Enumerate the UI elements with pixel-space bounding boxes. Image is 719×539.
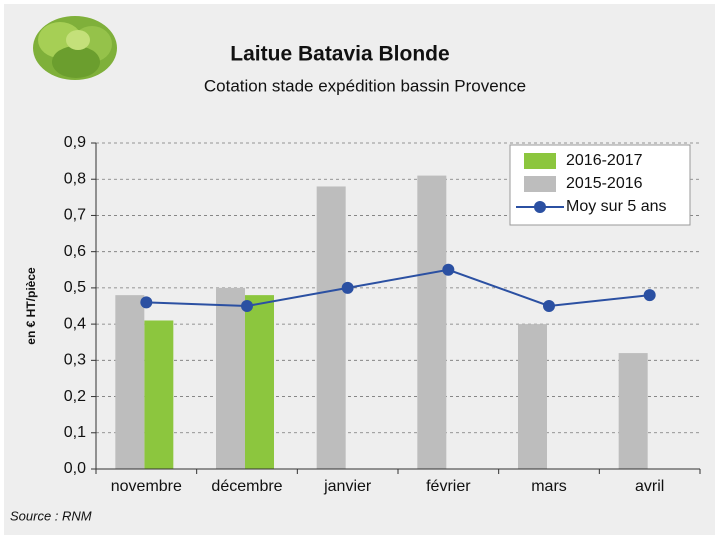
y-tick-label: 0,7 (64, 207, 86, 224)
point (442, 264, 454, 276)
x-tick-label: décembre (211, 478, 282, 495)
legend-marker (534, 201, 546, 213)
bar (245, 295, 274, 469)
legend-swatch (524, 153, 556, 169)
y-tick-label: 0,0 (64, 460, 86, 477)
bar (317, 186, 346, 469)
y-tick-label: 0,2 (64, 388, 86, 405)
point (342, 282, 354, 294)
x-tick-label: avril (635, 478, 664, 495)
y-tick-label: 0,9 (64, 134, 86, 151)
bar (144, 320, 173, 469)
lettuce-icon (33, 16, 117, 80)
point (241, 300, 253, 312)
y-tick-label: 0,4 (64, 315, 86, 332)
y-tick-label: 0,8 (64, 170, 86, 187)
bar (518, 324, 547, 469)
bar (115, 295, 144, 469)
legend-label: 2015-2016 (566, 175, 643, 192)
y-tick-label: 0,3 (64, 352, 86, 369)
bar (216, 288, 245, 469)
chart: Laitue Batavia Blonde Cotation stade exp… (0, 0, 719, 539)
point (140, 296, 152, 308)
x-tick-label: mars (531, 478, 567, 495)
bar (619, 353, 648, 469)
point (543, 300, 555, 312)
x-tick-label: novembre (111, 478, 182, 495)
chart-title: Laitue Batavia Blonde (230, 43, 449, 66)
legend-label: 2016-2017 (566, 152, 643, 169)
y-tick-label: 0,6 (64, 243, 86, 260)
x-tick-label: février (426, 478, 471, 495)
y-tick-label: 0,1 (64, 424, 86, 441)
legend-swatch (524, 176, 556, 192)
point (644, 289, 656, 301)
x-tick-label: janvier (323, 478, 372, 495)
bar (417, 176, 446, 469)
y-axis-label: en € HT/pièce (24, 267, 38, 345)
y-tick-label: 0,5 (64, 279, 86, 296)
chart-subtitle: Cotation stade expédition bassin Provenc… (204, 76, 526, 95)
legend-label: Moy sur 5 ans (566, 198, 666, 215)
source: Source : RNM (10, 508, 92, 523)
